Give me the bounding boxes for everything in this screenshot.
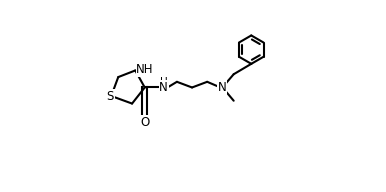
Text: N: N: [159, 81, 168, 94]
Text: S: S: [107, 89, 114, 103]
Text: N: N: [218, 81, 227, 94]
Text: O: O: [140, 116, 149, 129]
Text: H: H: [160, 77, 168, 87]
Text: NH: NH: [136, 63, 154, 76]
